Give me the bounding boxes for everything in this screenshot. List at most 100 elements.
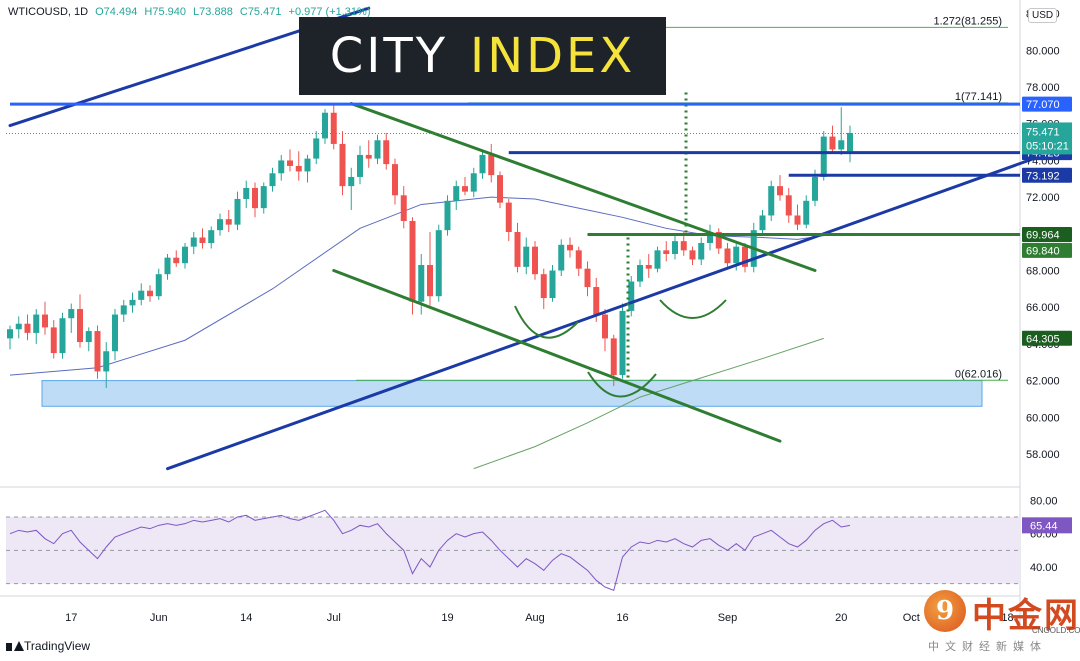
right-shoulder-arc: [659, 299, 727, 319]
level-tag: 73.192: [1026, 170, 1060, 182]
left-shoulder-arc: [514, 305, 579, 339]
low-value: L73.888: [193, 6, 233, 18]
time-tick-label: Jun: [150, 612, 168, 624]
candle-body: [645, 265, 652, 269]
candle-body: [322, 112, 328, 139]
candle-body: [663, 250, 670, 255]
head-arc: [587, 371, 657, 398]
tradingview-logo[interactable]: TradingView: [6, 639, 90, 653]
candle-body: [470, 173, 477, 192]
candle-body: [453, 186, 460, 201]
horizontal-levels[interactable]: [6, 102, 1020, 236]
candle-body: [462, 186, 468, 192]
last-price-tag: 75.471: [1026, 126, 1060, 138]
close-value: C75.471: [239, 6, 282, 18]
change-value: +0.977 (+1.31%): [288, 6, 371, 18]
moving-average-line: [473, 337, 824, 470]
currency-button[interactable]: USD: [1028, 8, 1058, 23]
time-axis[interactable]: 17 Jun 14 Jul 19 Aug 16 Sep 20 Oct 18: [65, 612, 1014, 624]
logo-word-city: CITY: [329, 28, 449, 84]
candle-body: [225, 219, 232, 225]
candle-body: [164, 257, 171, 275]
tradingview-label: TradingView: [24, 639, 91, 653]
candle-body: [260, 186, 267, 209]
candle-body: [208, 230, 215, 243]
candle-body: [610, 338, 617, 376]
candle-body: [444, 200, 451, 231]
candle-body: [199, 237, 206, 243]
candle-body: [243, 187, 250, 199]
candle-body: [689, 250, 696, 260]
cngold-name: 中金网: [972, 596, 1080, 636]
level-tag-bg: [1022, 226, 1072, 242]
rsi-tick-label: 80.00: [1030, 495, 1058, 507]
level-tag-bg: [1022, 330, 1072, 346]
city-index-logo: CITY INDEX: [299, 17, 666, 95]
rsi-current-tag-bg: [1022, 517, 1072, 534]
candle-body: [497, 175, 503, 203]
candle-body: [339, 143, 346, 187]
price-axis[interactable]: 82.00080.00078.00076.00074.00072.00070.0…: [1022, 9, 1072, 461]
candle-body: [182, 246, 188, 264]
candle-body: [103, 351, 110, 372]
candle-body: [619, 310, 626, 376]
candle-body: [7, 329, 13, 339]
candle-body: [768, 186, 775, 216]
candle-body: [330, 112, 337, 144]
candle-body: [715, 231, 722, 249]
symbol-label[interactable]: WTICOUSD, 1D: [8, 6, 89, 18]
time-tick-label: 16: [616, 612, 628, 624]
candle-body: [155, 274, 162, 297]
level-tag-bg: [1022, 242, 1072, 258]
candle-body: [42, 314, 48, 328]
time-tick-label: 19: [441, 612, 453, 624]
time-tick-label: 14: [240, 612, 252, 624]
candle-body: [59, 318, 66, 354]
candle-body: [383, 140, 390, 165]
candle-body: [803, 200, 810, 225]
price-tick-label: 62.000: [1026, 376, 1060, 388]
candle-body: [24, 323, 31, 333]
candle-body: [190, 237, 197, 247]
moving-average-line: [9, 196, 824, 376]
price-tick-label: 68.000: [1026, 266, 1060, 278]
candle-body: [575, 250, 582, 269]
candle-body: [549, 270, 556, 299]
trendline: [166, 157, 1036, 471]
support-zone-rect: [41, 380, 983, 407]
level-tag-bg: [1022, 96, 1072, 112]
candle-body: [348, 176, 355, 187]
candle-body: [540, 274, 547, 299]
candle-body: [129, 299, 136, 306]
candle-body: [77, 309, 83, 343]
candle-body: [724, 248, 731, 264]
candle-body: [15, 323, 22, 330]
candle-body: [847, 132, 853, 152]
candle-body: [85, 331, 92, 343]
candle-body: [479, 154, 486, 174]
candle-body: [112, 314, 118, 352]
candle-body: [698, 242, 705, 260]
candle-body: [435, 230, 442, 297]
fib-label: 1.272(81.255): [934, 15, 1003, 27]
candle-body: [523, 246, 530, 267]
candle-body: [532, 246, 538, 275]
cngold-domain: CNGOLD.COM.CN: [1032, 626, 1080, 635]
time-tick-label: 17: [65, 612, 77, 624]
candle-body: [488, 154, 495, 176]
time-tick-label: Oct: [903, 612, 920, 624]
candle-body: [33, 314, 40, 333]
cngold-watermark: 9 中金网 CNGOLD.COM.CN 中文财经新媒体: [920, 584, 1080, 661]
level-tag: 64.305: [1026, 333, 1060, 345]
candle-body: [707, 231, 713, 243]
price-tick-label: 60.000: [1026, 412, 1060, 424]
candle-body: [138, 290, 145, 300]
level-tag: 69.964: [1026, 229, 1060, 241]
candle-body: [733, 246, 740, 264]
candle-body: [785, 195, 792, 216]
candle-body: [50, 327, 57, 354]
candle-body: [742, 246, 748, 267]
candle-body: [829, 136, 836, 150]
candlestick-series: [7, 103, 853, 388]
